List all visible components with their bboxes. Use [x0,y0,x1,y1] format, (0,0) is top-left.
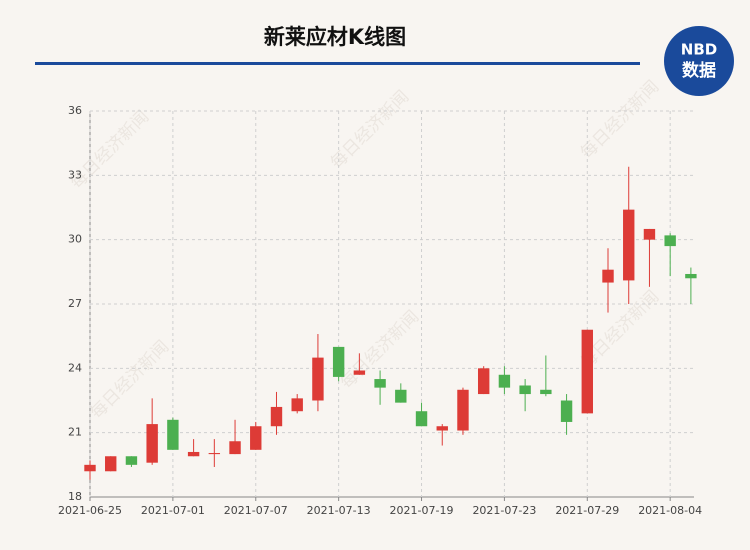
candle-body [146,424,158,463]
x-tick-label: 2021-07-01 [141,504,205,517]
candle-body [84,464,96,472]
candle-body [560,400,573,422]
candle-body [540,389,552,395]
y-tick-label: 27 [68,297,82,310]
candle-body [374,379,386,388]
x-tick-label: 2021-07-07 [224,504,288,517]
candle-body [332,346,345,377]
watermark: 每日经济新闻 [577,77,663,163]
x-tick-label: 2021-07-19 [390,504,454,517]
candle-body [187,451,200,457]
watermark: 每日经济新闻 [327,87,413,173]
x-tick-label: 2021-07-13 [307,504,371,517]
y-tick-label: 30 [68,233,82,246]
candle-body [229,441,241,455]
y-tick-label: 18 [68,490,82,503]
candle-body [270,406,283,427]
candle-body [685,273,697,279]
candle-body [125,456,138,465]
candle-body [643,228,656,240]
y-tick-label: 24 [68,361,82,374]
candle-body [436,426,448,431]
logo-top: NBD [681,41,717,59]
candle-body [250,426,262,450]
candle-body [395,389,407,403]
y-tick-label: 33 [68,168,82,181]
candle-body [208,453,221,455]
candle-body [498,374,511,388]
y-tick-label: 21 [68,426,82,439]
chart-title: 新莱应材K线图 [264,25,406,49]
y-tick-label: 36 [68,104,82,117]
candle-body [477,368,490,395]
candle-body [602,269,614,283]
x-tick-label: 2021-07-29 [555,504,619,517]
candle-body [415,411,428,427]
logo [664,26,734,96]
candle-body [581,329,593,414]
x-tick-label: 2021-07-23 [472,504,536,517]
candle-body [312,357,324,401]
candle-body [623,209,635,281]
candle-body [353,370,366,375]
candle-body [519,385,531,395]
candle-body [664,235,676,247]
x-tick-label: 2021-06-25 [58,504,122,517]
logo-bottom: 数据 [682,60,716,81]
candle-body [105,456,117,472]
title-underline [35,62,640,65]
x-tick-label: 2021-08-04 [638,504,702,517]
candle-body [167,419,179,450]
watermark: 每日经济新闻 [87,337,173,423]
candle-body [291,398,303,412]
candle-body [457,389,469,431]
